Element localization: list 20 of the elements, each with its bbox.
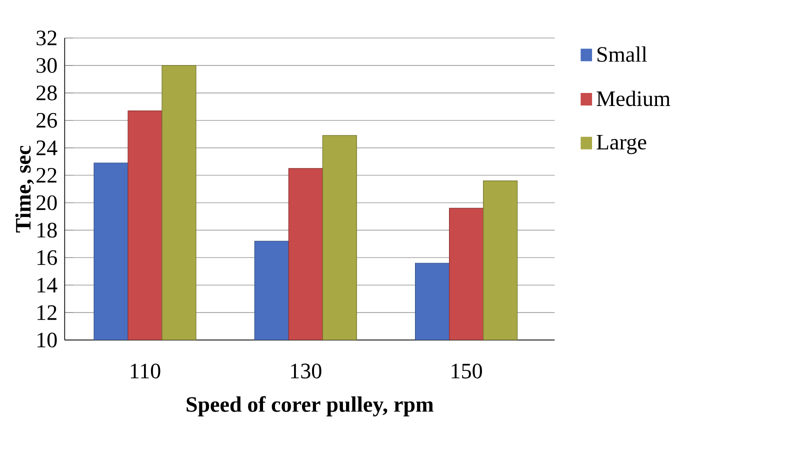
y-tick-label: 22 — [36, 168, 56, 183]
y-tick-label: 24 — [36, 140, 58, 156]
y-tick-label: 10 — [38, 332, 57, 348]
y-tick-label: 30 — [36, 58, 57, 73]
y-tick-label: 32 — [36, 30, 56, 46]
y-axis-title: Time, sec — [15, 146, 34, 232]
y-tick-label: 16 — [38, 250, 57, 266]
y-tick-label: 20 — [36, 195, 57, 210]
x-tick-label: 150 — [452, 364, 482, 378]
x-axis-title: Speed of corer pulley, rpm — [186, 396, 434, 416]
y-tick-label: 14 — [38, 278, 58, 292]
y-tick-label: 18 — [38, 222, 57, 238]
x-tick-label: 110 — [130, 364, 160, 378]
x-tick-label: 130 — [291, 364, 322, 378]
legend-label: Small — [598, 46, 647, 62]
legend-label: Medium — [596, 90, 670, 106]
legend-label: Large — [596, 134, 646, 154]
y-tick-label: 28 — [36, 86, 57, 100]
y-tick-label: 12 — [38, 305, 56, 320]
y-tick-label: 26 — [36, 112, 57, 128]
